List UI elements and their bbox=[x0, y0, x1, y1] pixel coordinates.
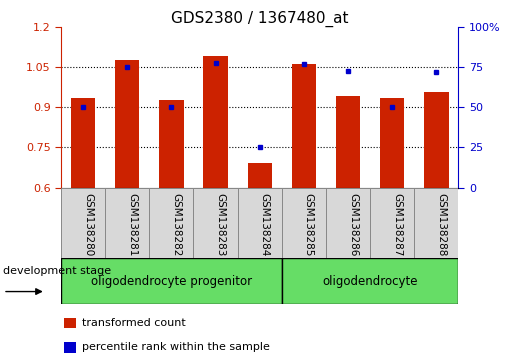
Text: GSM138283: GSM138283 bbox=[216, 193, 226, 257]
Text: GSM138281: GSM138281 bbox=[127, 193, 137, 257]
FancyBboxPatch shape bbox=[414, 188, 458, 258]
FancyBboxPatch shape bbox=[237, 188, 282, 258]
Bar bbox=[64, 342, 76, 353]
Bar bbox=[71, 98, 95, 188]
Text: GSM138282: GSM138282 bbox=[171, 193, 181, 257]
Title: GDS2380 / 1367480_at: GDS2380 / 1367480_at bbox=[171, 10, 348, 27]
Text: GSM138284: GSM138284 bbox=[260, 193, 270, 257]
Bar bbox=[380, 98, 404, 188]
Text: GSM138285: GSM138285 bbox=[304, 193, 314, 257]
FancyBboxPatch shape bbox=[105, 188, 149, 258]
Text: percentile rank within the sample: percentile rank within the sample bbox=[82, 342, 269, 353]
Bar bbox=[424, 92, 448, 188]
Text: transformed count: transformed count bbox=[82, 318, 186, 328]
FancyBboxPatch shape bbox=[61, 188, 105, 258]
FancyBboxPatch shape bbox=[282, 258, 458, 304]
FancyBboxPatch shape bbox=[282, 188, 326, 258]
Text: development stage: development stage bbox=[3, 266, 111, 276]
Text: GSM138288: GSM138288 bbox=[436, 193, 446, 257]
Bar bbox=[64, 318, 76, 328]
FancyBboxPatch shape bbox=[61, 258, 282, 304]
Text: oligodendrocyte: oligodendrocyte bbox=[322, 275, 418, 288]
FancyBboxPatch shape bbox=[326, 188, 370, 258]
Bar bbox=[336, 96, 360, 188]
Text: oligodendrocyte progenitor: oligodendrocyte progenitor bbox=[91, 275, 252, 288]
FancyBboxPatch shape bbox=[193, 188, 237, 258]
Bar bbox=[292, 64, 316, 188]
Text: GSM138287: GSM138287 bbox=[392, 193, 402, 257]
FancyBboxPatch shape bbox=[370, 188, 414, 258]
FancyBboxPatch shape bbox=[149, 188, 193, 258]
Bar bbox=[159, 101, 183, 188]
Text: GSM138286: GSM138286 bbox=[348, 193, 358, 257]
Bar bbox=[115, 60, 139, 188]
Bar bbox=[248, 164, 272, 188]
Bar bbox=[204, 56, 228, 188]
Text: GSM138280: GSM138280 bbox=[83, 193, 93, 257]
